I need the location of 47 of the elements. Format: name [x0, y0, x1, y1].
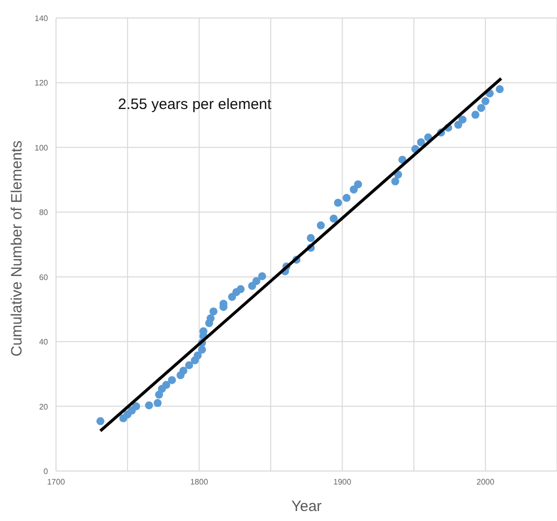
point [477, 104, 486, 112]
x-tick-label: 1700 [47, 478, 66, 487]
point [454, 120, 462, 129]
point [236, 285, 245, 294]
point [330, 214, 338, 223]
y-tick-label: 120 [34, 78, 49, 88]
point [185, 361, 194, 370]
point [198, 346, 206, 354]
x-axis-title: Year [290, 498, 323, 515]
point [258, 272, 266, 280]
x-tick-label: 2000 [476, 478, 495, 487]
point [458, 116, 467, 124]
y-tick-label: 40 [39, 338, 49, 347]
point [417, 138, 426, 146]
point [316, 221, 325, 230]
point [145, 401, 154, 410]
y-tick-label: 20 [39, 402, 49, 412]
point [354, 180, 362, 188]
point [471, 110, 480, 119]
x-tick-label: 1800 [190, 478, 209, 487]
y-tick-label: 80 [39, 208, 49, 218]
point [350, 185, 358, 194]
point [481, 97, 490, 106]
point [209, 307, 218, 316]
point [154, 399, 162, 408]
y-tick-label: 60 [39, 272, 49, 282]
point [179, 366, 188, 375]
point [252, 277, 260, 286]
point [391, 177, 400, 186]
point [206, 314, 215, 322]
point [96, 417, 104, 426]
point [132, 402, 140, 410]
point [228, 292, 236, 301]
y-tick-label: 0 [44, 467, 49, 476]
y-tick-label: 100 [34, 143, 49, 152]
x-tick-label: 1900 [333, 478, 352, 487]
y-tick-label: 140 [34, 14, 49, 23]
annotation: 2.55 years per element [118, 96, 272, 113]
point [306, 234, 315, 242]
point [334, 198, 342, 207]
point [342, 194, 351, 202]
point [168, 376, 176, 384]
point [162, 380, 170, 389]
y-axis-title: Cumulative Number of Elements [8, 140, 26, 356]
point [496, 85, 504, 94]
point [155, 390, 164, 399]
point [194, 351, 202, 360]
